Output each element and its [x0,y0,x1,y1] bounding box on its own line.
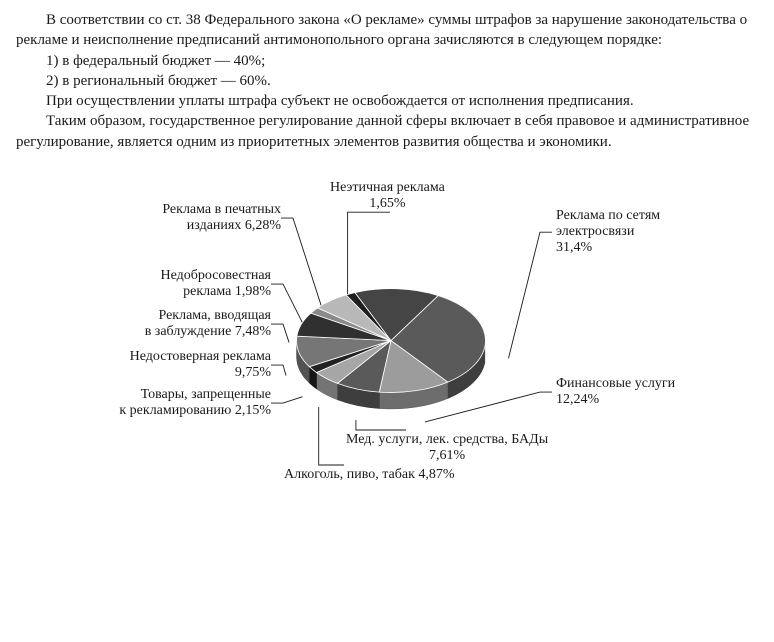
document-text: В соответствии со ст. 38 Федерального за… [16,10,770,152]
para-3: При осуществлении уплаты штрафа субъект … [16,91,770,111]
para-4: Таким образом, государственное регулиров… [16,111,770,152]
para-2: 2) в региональный бюджет — 60%. [16,71,770,91]
slice-label: Неэтичная реклама1,65% [330,180,445,212]
slice-label: Товары, запрещенныек рекламированию 2,15… [119,387,271,419]
slice-label: Финансовые услуги12,24% [556,376,675,408]
para-0: В соответствии со ст. 38 Федерального за… [16,10,770,51]
pie-chart: Реклама по сетямэлектросвязи31,4% Финансо… [16,162,756,492]
para-1: 1) в федеральный бюджет — 40%; [16,51,770,71]
slice-label: Реклама по сетямэлектросвязи31,4% [556,208,660,256]
slice-label: Алкоголь, пиво, табак 4,87% [284,467,455,483]
slice-label: Реклама, вводящаяв заблуждение 7,48% [145,308,271,340]
slice-label: Недобросовестнаяреклама 1,98% [160,268,271,300]
slice-label: Недостоверная реклама9,75% [130,349,271,381]
slice-label: Мед. услуги, лек. средства, БАДы7,61% [346,432,548,464]
slice-label: Реклама в печатныхизданиях 6,28% [162,202,281,234]
